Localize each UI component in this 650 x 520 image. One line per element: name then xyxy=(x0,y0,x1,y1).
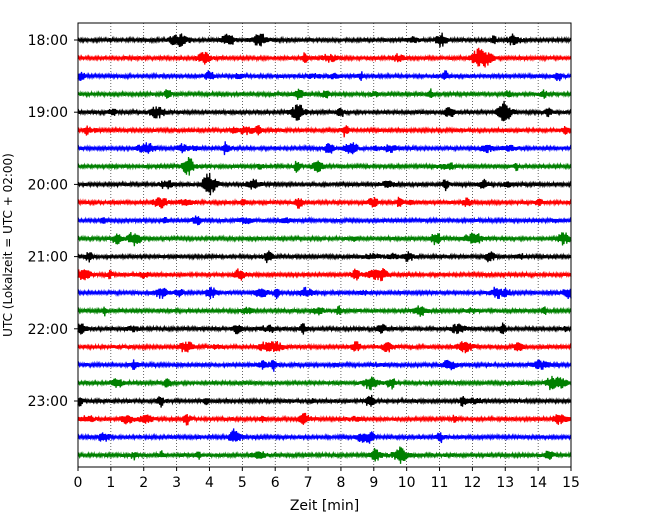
x-tick-label: 2 xyxy=(139,475,148,491)
seismic-trace xyxy=(77,141,572,156)
plot-frame xyxy=(77,22,572,468)
grid-lines xyxy=(110,23,539,467)
seismic-trace xyxy=(77,340,572,354)
seismic-trace xyxy=(77,428,572,444)
y-tick-label: 21:00 xyxy=(28,250,68,266)
seismic-trace xyxy=(77,359,572,372)
x-tick-label: 4 xyxy=(205,475,214,491)
x-tick-label: 3 xyxy=(172,475,181,491)
seismic-traces xyxy=(77,32,572,464)
seismic-trace xyxy=(77,286,572,300)
seismic-trace xyxy=(77,394,572,408)
y-tick-label: 20:00 xyxy=(28,177,68,193)
seismic-trace xyxy=(77,375,572,391)
y-tick-label: 22:00 xyxy=(28,322,68,338)
x-tick-label: 13 xyxy=(496,475,514,491)
seismic-trace xyxy=(77,100,572,122)
x-tick-label: 1 xyxy=(106,475,115,491)
seismic-trace xyxy=(77,172,572,196)
x-tick-label: 0 xyxy=(74,475,83,491)
seismic-trace xyxy=(77,322,572,335)
seismic-trace xyxy=(77,250,572,264)
seismic-trace xyxy=(77,232,572,247)
seismic-trace xyxy=(77,268,572,282)
y-tick-label: 18:00 xyxy=(28,33,68,49)
seismic-trace xyxy=(77,47,572,68)
seismic-trace xyxy=(77,70,572,82)
x-tick-label: 12 xyxy=(463,475,481,491)
seismic-trace xyxy=(77,196,572,209)
x-tick-label: 8 xyxy=(336,475,345,491)
seismic-trace xyxy=(77,305,572,317)
seismic-trace xyxy=(77,446,572,464)
x-tick-label: 5 xyxy=(238,475,247,491)
x-tick-label: 6 xyxy=(271,475,280,491)
x-tick-label: 10 xyxy=(398,475,416,491)
seismic-trace xyxy=(77,215,572,226)
x-tick-label: 7 xyxy=(304,475,313,491)
y-axis-title: UTC (Lokalzeit = UTC + 02:00) xyxy=(1,153,15,337)
x-axis-title: Zeit [min] xyxy=(290,498,359,514)
x-tick-label: 11 xyxy=(431,475,449,491)
seismic-trace xyxy=(77,412,572,426)
y-tick-label: 23:00 xyxy=(28,394,68,410)
x-tick-label: 9 xyxy=(369,475,378,491)
seismic-trace xyxy=(77,32,572,48)
seismic-trace xyxy=(77,156,572,176)
y-tick-label: 19:00 xyxy=(28,105,68,121)
seismic-trace xyxy=(77,88,572,101)
x-axis-ticks: 0 1 2 3 4 5 6 7 8 9 10 11 12 13 14 15 xyxy=(74,467,580,491)
x-tick-label: 14 xyxy=(529,475,547,491)
seismic-trace xyxy=(77,125,572,138)
y-axis-ticks: 18:00 19:00 20:00 21:00 22:00 23:00 xyxy=(28,33,78,410)
x-tick-label: 15 xyxy=(562,475,580,491)
